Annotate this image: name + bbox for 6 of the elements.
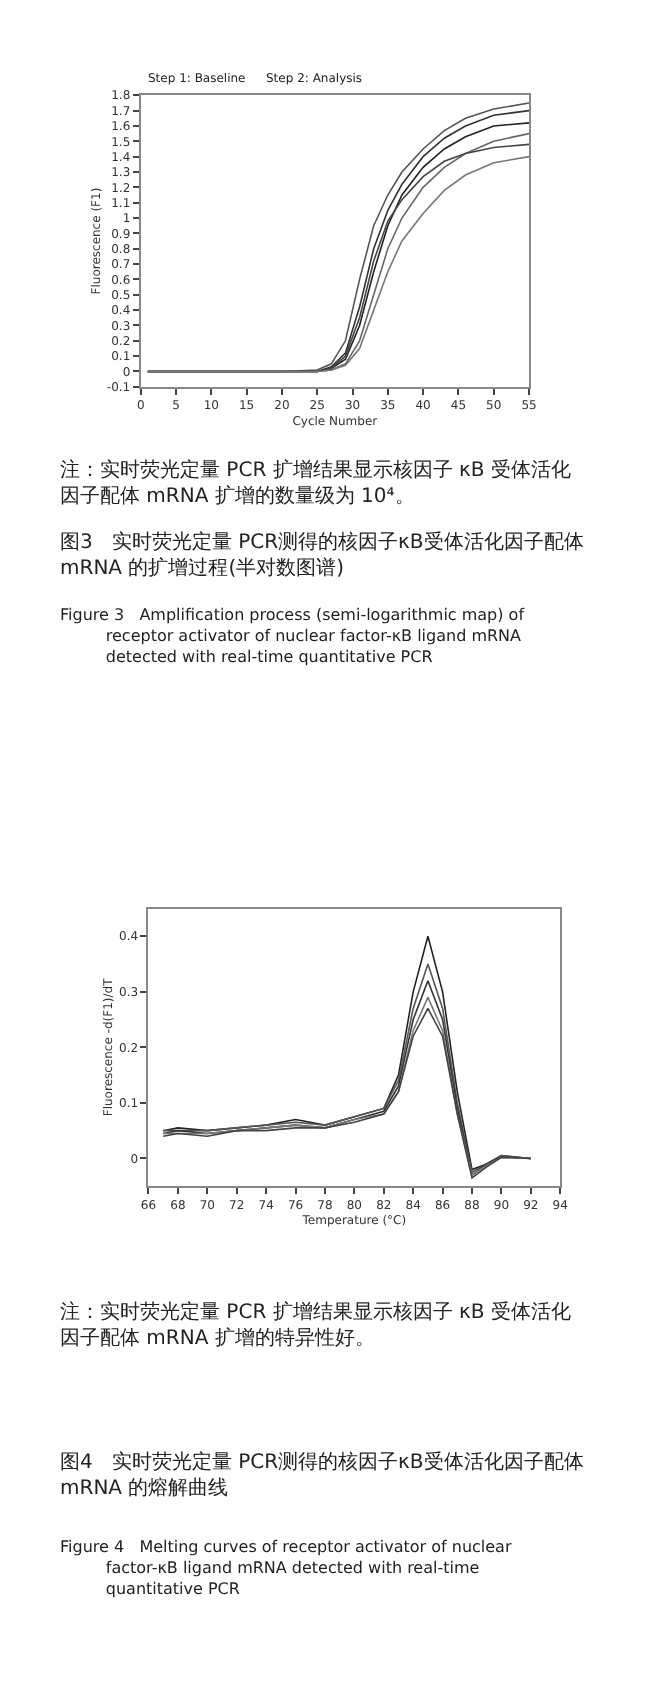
text: 注：实时荧光定量 PCR 扩增结果显示核因子 κB 受体活化因子配体 mRNA 扩增的特异性好。 bbox=[60, 1300, 571, 1350]
text: 注：实时荧光定量 PCR 扩增结果显示核因子 κB 受体活化因子配体 mRNA 扩增的数量级为 10⁴。 bbox=[60, 458, 571, 508]
caption: 图4 实时荧光定量 PCR测得的核因子κB受体活化因子配体 mRNA 的熔解曲线 bbox=[60, 1450, 584, 1500]
caption: Figure 3 Amplification process (semi-logarithmic map) of receptor activator of nuclear factor-κB ligand mRNA detected with real-time quantitative PCR bbox=[60, 606, 525, 666]
caption: 图3 实时荧光定量 PCR测得的核因子κB受体活化因子配体 mRNA 的扩增过程(半对数图谱) bbox=[60, 530, 584, 580]
caption: Figure 4 Melting curves of receptor activator of nuclear factor-κB ligand mRNA detected with real-time quantitative PCR bbox=[60, 1538, 513, 1598]
